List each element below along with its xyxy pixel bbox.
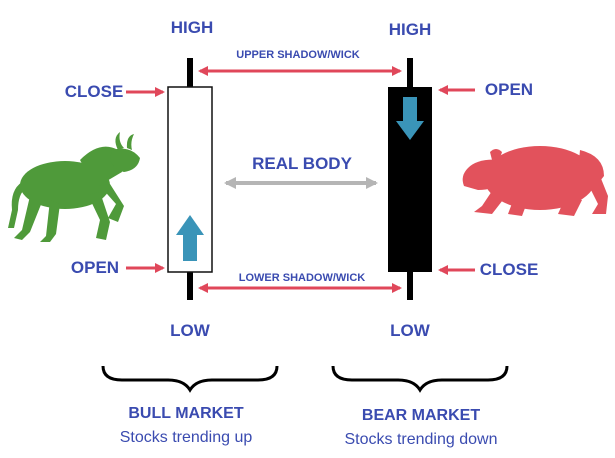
bull-close-label: CLOSE [65, 82, 124, 101]
bear-open-label: OPEN [485, 80, 533, 99]
bull-icon [8, 132, 140, 242]
bull-candle [167, 58, 213, 300]
bull-brace [101, 365, 279, 393]
bear-market-title: BEAR MARKET [362, 407, 480, 424]
bull-market-title: BULL MARKET [128, 405, 243, 422]
bear-low-label: LOW [390, 321, 431, 340]
bear-brace [331, 365, 509, 393]
bull-high-label: HIGH [171, 18, 214, 37]
bull-up-arrow-icon [176, 215, 204, 261]
bull-real-body [167, 86, 213, 273]
bear-market-subtitle: Stocks trending down [345, 431, 498, 448]
bear-down-arrow-icon [396, 97, 424, 140]
lower-shadow-label: LOWER SHADOW/WICK [239, 272, 366, 284]
bull-market-subtitle: Stocks trending up [120, 429, 253, 446]
bear-icon [462, 146, 608, 216]
bull-open-label: OPEN [71, 258, 119, 277]
real-body-label: REAL BODY [252, 154, 352, 173]
bear-candle [388, 58, 432, 300]
bear-close-label: CLOSE [480, 260, 539, 279]
bear-high-label: HIGH [389, 20, 432, 39]
upper-shadow-label: UPPER SHADOW/WICK [236, 49, 360, 61]
bull-low-label: LOW [170, 321, 211, 340]
